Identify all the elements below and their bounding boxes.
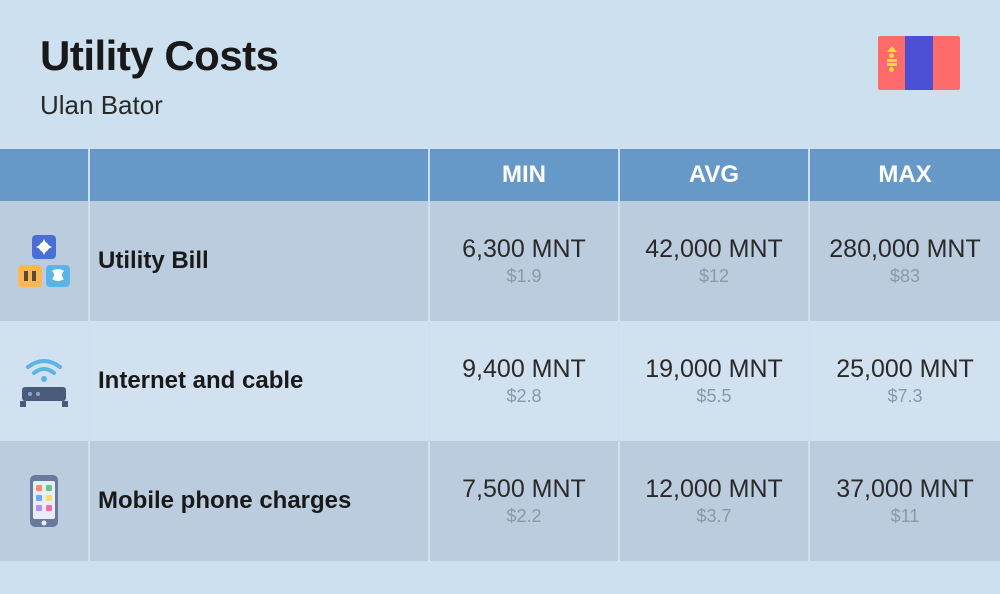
value-sub: $2.2 [506, 506, 541, 527]
title-block: Utility Costs Ulan Bator [40, 32, 279, 121]
value-sub: $1.9 [506, 266, 541, 287]
cell-max: 25,000 MNT $7.3 [810, 321, 1000, 441]
row-label: Mobile phone charges [98, 487, 351, 515]
router-icon [14, 351, 74, 411]
value-sub: $83 [890, 266, 920, 287]
value-sub: $5.5 [696, 386, 731, 407]
value-main: 9,400 MNT [462, 355, 586, 384]
cell-avg: 42,000 MNT $12 [620, 201, 810, 321]
th-blank-label [90, 149, 430, 201]
row-icon-cell [0, 201, 90, 321]
cell-min: 6,300 MNT $1.9 [430, 201, 620, 321]
table-row: Utility Bill 6,300 MNT $1.9 42,000 MNT $… [0, 201, 1000, 321]
row-label: Utility Bill [98, 247, 209, 275]
value-main: 7,500 MNT [462, 475, 586, 504]
flag-stripe-right [933, 36, 960, 90]
cell-min: 7,500 MNT $2.2 [430, 441, 620, 561]
value-sub: $3.7 [696, 506, 731, 527]
soyombo-emblem [886, 46, 898, 80]
utility-icon [14, 231, 74, 291]
cell-max: 280,000 MNT $83 [810, 201, 1000, 321]
cell-avg: 19,000 MNT $5.5 [620, 321, 810, 441]
flag-stripe-mid [905, 36, 932, 90]
row-label: Internet and cable [98, 367, 303, 395]
table-row: Internet and cable 9,400 MNT $2.8 19,000… [0, 321, 1000, 441]
flag-stripe-left [878, 36, 905, 90]
cell-avg: 12,000 MNT $3.7 [620, 441, 810, 561]
value-sub: $12 [699, 266, 729, 287]
value-main: 37,000 MNT [836, 475, 974, 504]
row-icon-cell [0, 321, 90, 441]
cell-max: 37,000 MNT $11 [810, 441, 1000, 561]
flag-mongolia [878, 36, 960, 90]
value-sub: $11 [891, 506, 920, 527]
th-blank-icon [0, 149, 90, 201]
table-row: Mobile phone charges 7,500 MNT $2.2 12,0… [0, 441, 1000, 561]
page-subtitle: Ulan Bator [40, 90, 279, 121]
table-header-row: MIN AVG MAX [0, 149, 1000, 201]
value-main: 19,000 MNT [645, 355, 783, 384]
th-max: MAX [810, 149, 1000, 201]
row-label-cell: Internet and cable [90, 321, 430, 441]
value-main: 12,000 MNT [645, 475, 783, 504]
value-main: 25,000 MNT [836, 355, 974, 384]
row-label-cell: Utility Bill [90, 201, 430, 321]
cost-table: MIN AVG MAX Utility Bill [0, 149, 1000, 561]
value-main: 6,300 MNT [462, 235, 586, 264]
page-title: Utility Costs [40, 32, 279, 80]
th-avg: AVG [620, 149, 810, 201]
value-main: 280,000 MNT [829, 235, 980, 264]
value-sub: $7.3 [887, 386, 922, 407]
row-icon-cell [0, 441, 90, 561]
value-sub: $2.8 [506, 386, 541, 407]
value-main: 42,000 MNT [645, 235, 783, 264]
row-label-cell: Mobile phone charges [90, 441, 430, 561]
header: Utility Costs Ulan Bator [0, 0, 1000, 149]
cell-min: 9,400 MNT $2.8 [430, 321, 620, 441]
phone-icon [14, 471, 74, 531]
th-min: MIN [430, 149, 620, 201]
